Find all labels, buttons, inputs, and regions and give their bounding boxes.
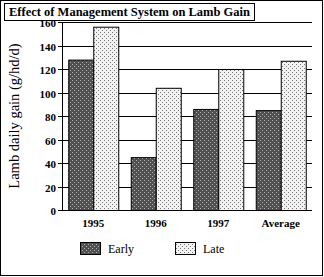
tick-label: 80 bbox=[45, 111, 57, 123]
category-label: 1995 bbox=[82, 217, 105, 229]
tick-label: 0 bbox=[51, 205, 57, 217]
bar bbox=[256, 111, 281, 210]
bars bbox=[69, 27, 307, 210]
tick-label: 60 bbox=[45, 135, 57, 147]
legend-label: Early bbox=[108, 242, 134, 256]
tick-label: 100 bbox=[40, 88, 57, 100]
bar bbox=[194, 109, 219, 210]
tick-label: 120 bbox=[40, 64, 57, 76]
tick-mark bbox=[58, 69, 62, 70]
y-axis bbox=[62, 22, 63, 210]
grid-line bbox=[62, 210, 312, 211]
bar bbox=[219, 70, 244, 211]
tick-mark bbox=[58, 22, 62, 23]
bar bbox=[131, 158, 156, 210]
category-label: 1997 bbox=[207, 217, 230, 229]
legend-swatch bbox=[176, 243, 196, 255]
grid-line bbox=[62, 22, 312, 23]
y-axis-label: Lamb daily gain (g/hd/d) bbox=[6, 43, 23, 189]
bar bbox=[69, 60, 94, 210]
legend-swatch bbox=[81, 243, 101, 255]
tick-mark bbox=[58, 163, 62, 164]
tick-mark bbox=[58, 187, 62, 188]
tick-mark bbox=[58, 46, 62, 47]
tick-label: 160 bbox=[40, 17, 57, 29]
bar bbox=[94, 27, 119, 210]
tick-mark bbox=[58, 210, 62, 211]
chart: Effect of Management System on Lamb Gain… bbox=[0, 0, 324, 277]
tick-label: 20 bbox=[45, 182, 57, 194]
x-axis bbox=[62, 210, 312, 211]
tick-label: 140 bbox=[40, 41, 57, 53]
tick-label: 40 bbox=[45, 158, 57, 170]
outer-frame bbox=[1, 1, 323, 276]
category-label: Average bbox=[262, 217, 300, 229]
tick-mark bbox=[58, 116, 62, 117]
category-label: 1996 bbox=[145, 217, 168, 229]
legend-label: Late bbox=[203, 242, 224, 256]
tick-mark bbox=[58, 93, 62, 94]
bar bbox=[156, 88, 181, 210]
tick-mark bbox=[58, 140, 62, 141]
bar bbox=[281, 61, 306, 210]
